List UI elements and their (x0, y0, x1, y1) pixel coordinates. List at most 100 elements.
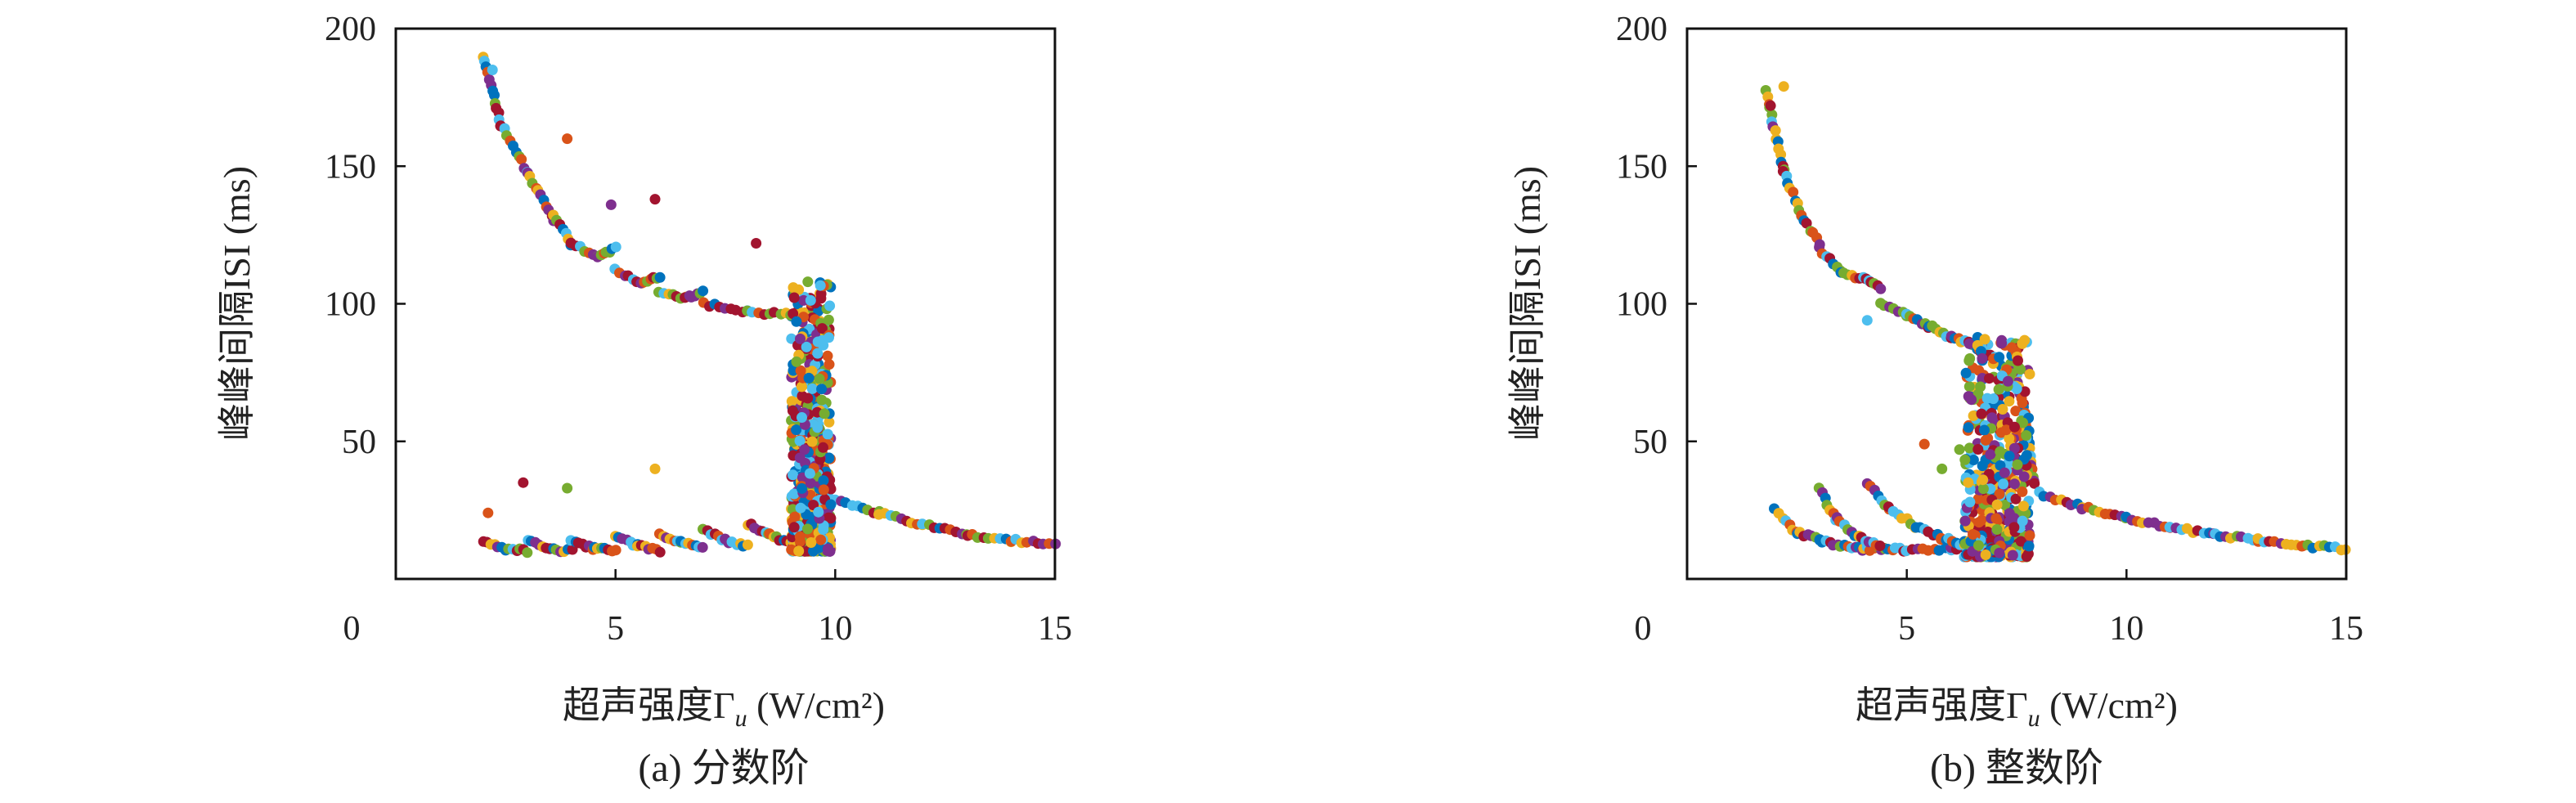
scatter-point (1968, 455, 1979, 465)
scatter-point (802, 393, 814, 404)
scatter-point (2017, 515, 2028, 527)
scatter-point (1788, 186, 1799, 198)
scatter-point (2008, 478, 2020, 490)
scatter-point (1972, 444, 1984, 455)
scatter-point (806, 537, 817, 548)
scatter-point (1990, 513, 2002, 524)
x-tick-label: 0 (343, 610, 361, 648)
scatter-point (1998, 478, 2009, 490)
scatter-point (562, 482, 573, 494)
scatter-point (2022, 548, 2034, 559)
scatter-point (2013, 363, 2025, 375)
scatter-point (788, 522, 800, 533)
scatter-point (1963, 422, 1974, 433)
scatter-point (794, 452, 806, 464)
scatter-point (1984, 373, 1995, 384)
scatter-point (824, 300, 836, 312)
scatter-point (1972, 540, 1984, 551)
scatter-point (1959, 515, 1971, 527)
ticks-b (1687, 165, 2128, 579)
scatter-point (1996, 338, 2008, 349)
scatter-point (2017, 486, 2028, 497)
scatter-point (818, 442, 828, 453)
scatter-point (2008, 513, 2020, 524)
scatter-point (2000, 424, 2012, 436)
y-tick-label: 50 (342, 424, 376, 461)
scatter-point (1960, 367, 1972, 379)
scatter-point (2010, 493, 2022, 505)
scatter-point (2008, 442, 2020, 454)
scatter-point (654, 546, 666, 558)
scatter-point (2019, 386, 2031, 397)
scatter-point (1991, 524, 2003, 535)
x-tick-label: 10 (818, 610, 852, 648)
x-tick-label: 10 (2109, 610, 2143, 648)
scatter-point (787, 405, 798, 416)
scatter-point (794, 531, 806, 542)
scatter-point (516, 154, 527, 165)
scatter-point (1994, 547, 2005, 559)
scatter-point (788, 469, 798, 481)
scatter-point (1979, 424, 1990, 436)
scatter-point (805, 478, 816, 489)
scatter-point (751, 238, 762, 249)
y-axis-label-a: 峰峰间隔ISI (ms) (216, 166, 258, 441)
scatter-point (610, 545, 622, 556)
scatter-point (796, 381, 807, 393)
scatter-point (818, 484, 829, 496)
scatter-point (1994, 352, 2005, 363)
scatter-point (1988, 393, 1999, 405)
scatter-point (805, 294, 816, 306)
scatter-point (1976, 408, 1987, 419)
scatter-point (825, 499, 837, 510)
scatter-point (2009, 421, 2020, 433)
scatter-point (797, 482, 807, 494)
scatter-point (1959, 454, 1971, 465)
scatter-point (794, 435, 806, 446)
scatter-point (802, 276, 814, 288)
scatter-point (1861, 315, 1873, 326)
scatter-point (1954, 444, 1965, 455)
scatter-point (1968, 410, 1979, 421)
y-tick-label: 100 (1616, 286, 1667, 324)
scatter-point (1973, 517, 1985, 528)
scatter-point (2007, 550, 2018, 561)
scatter-point (2004, 451, 2015, 462)
scatter-point (1995, 446, 2006, 457)
y-tick-label: 100 (325, 286, 376, 324)
scatter-point (813, 506, 824, 518)
y-tick-label: 150 (1616, 148, 1667, 186)
scatter-point (2012, 459, 2023, 470)
scatter-point (2021, 430, 2032, 441)
y-tick-label: 200 (325, 11, 376, 48)
scatter-point (814, 373, 825, 384)
scatter-point (654, 271, 666, 283)
scatter-point (804, 468, 815, 479)
scatter-point (815, 280, 826, 291)
scatter-point (2017, 397, 2028, 409)
scatter-point (806, 436, 818, 447)
tick-labels-a: 0 5 10 15 50 100 150 200 (325, 11, 1072, 648)
scatter-point (1963, 442, 1975, 454)
scatter-point (1765, 100, 1776, 111)
scatter-point (1975, 381, 1986, 393)
panel-integer-order: 0 5 10 15 50 100 150 200 峰峰间隔ISI (ms) 超声强度Γu (W… (1506, 11, 2363, 790)
scatter-point (824, 332, 834, 343)
scatter-point (802, 523, 813, 535)
scatter-point (1991, 499, 2003, 510)
scatter-point (2013, 355, 2023, 366)
scatter-point (2015, 536, 2026, 547)
scatter-point (1874, 541, 1886, 551)
scatter-point (1775, 149, 1787, 160)
scatter-point (605, 199, 617, 210)
scatter-point (522, 547, 533, 559)
x-axis-label-a: 超声强度Γu (W/cm²) (563, 684, 885, 732)
scatter-point (788, 292, 800, 303)
scatter-point (818, 475, 829, 487)
scatter-point (806, 383, 818, 394)
scatter-point (1963, 338, 1975, 349)
scatter-point (1977, 474, 1989, 486)
scatter-point (1999, 467, 2010, 478)
ticks-a (396, 165, 837, 579)
